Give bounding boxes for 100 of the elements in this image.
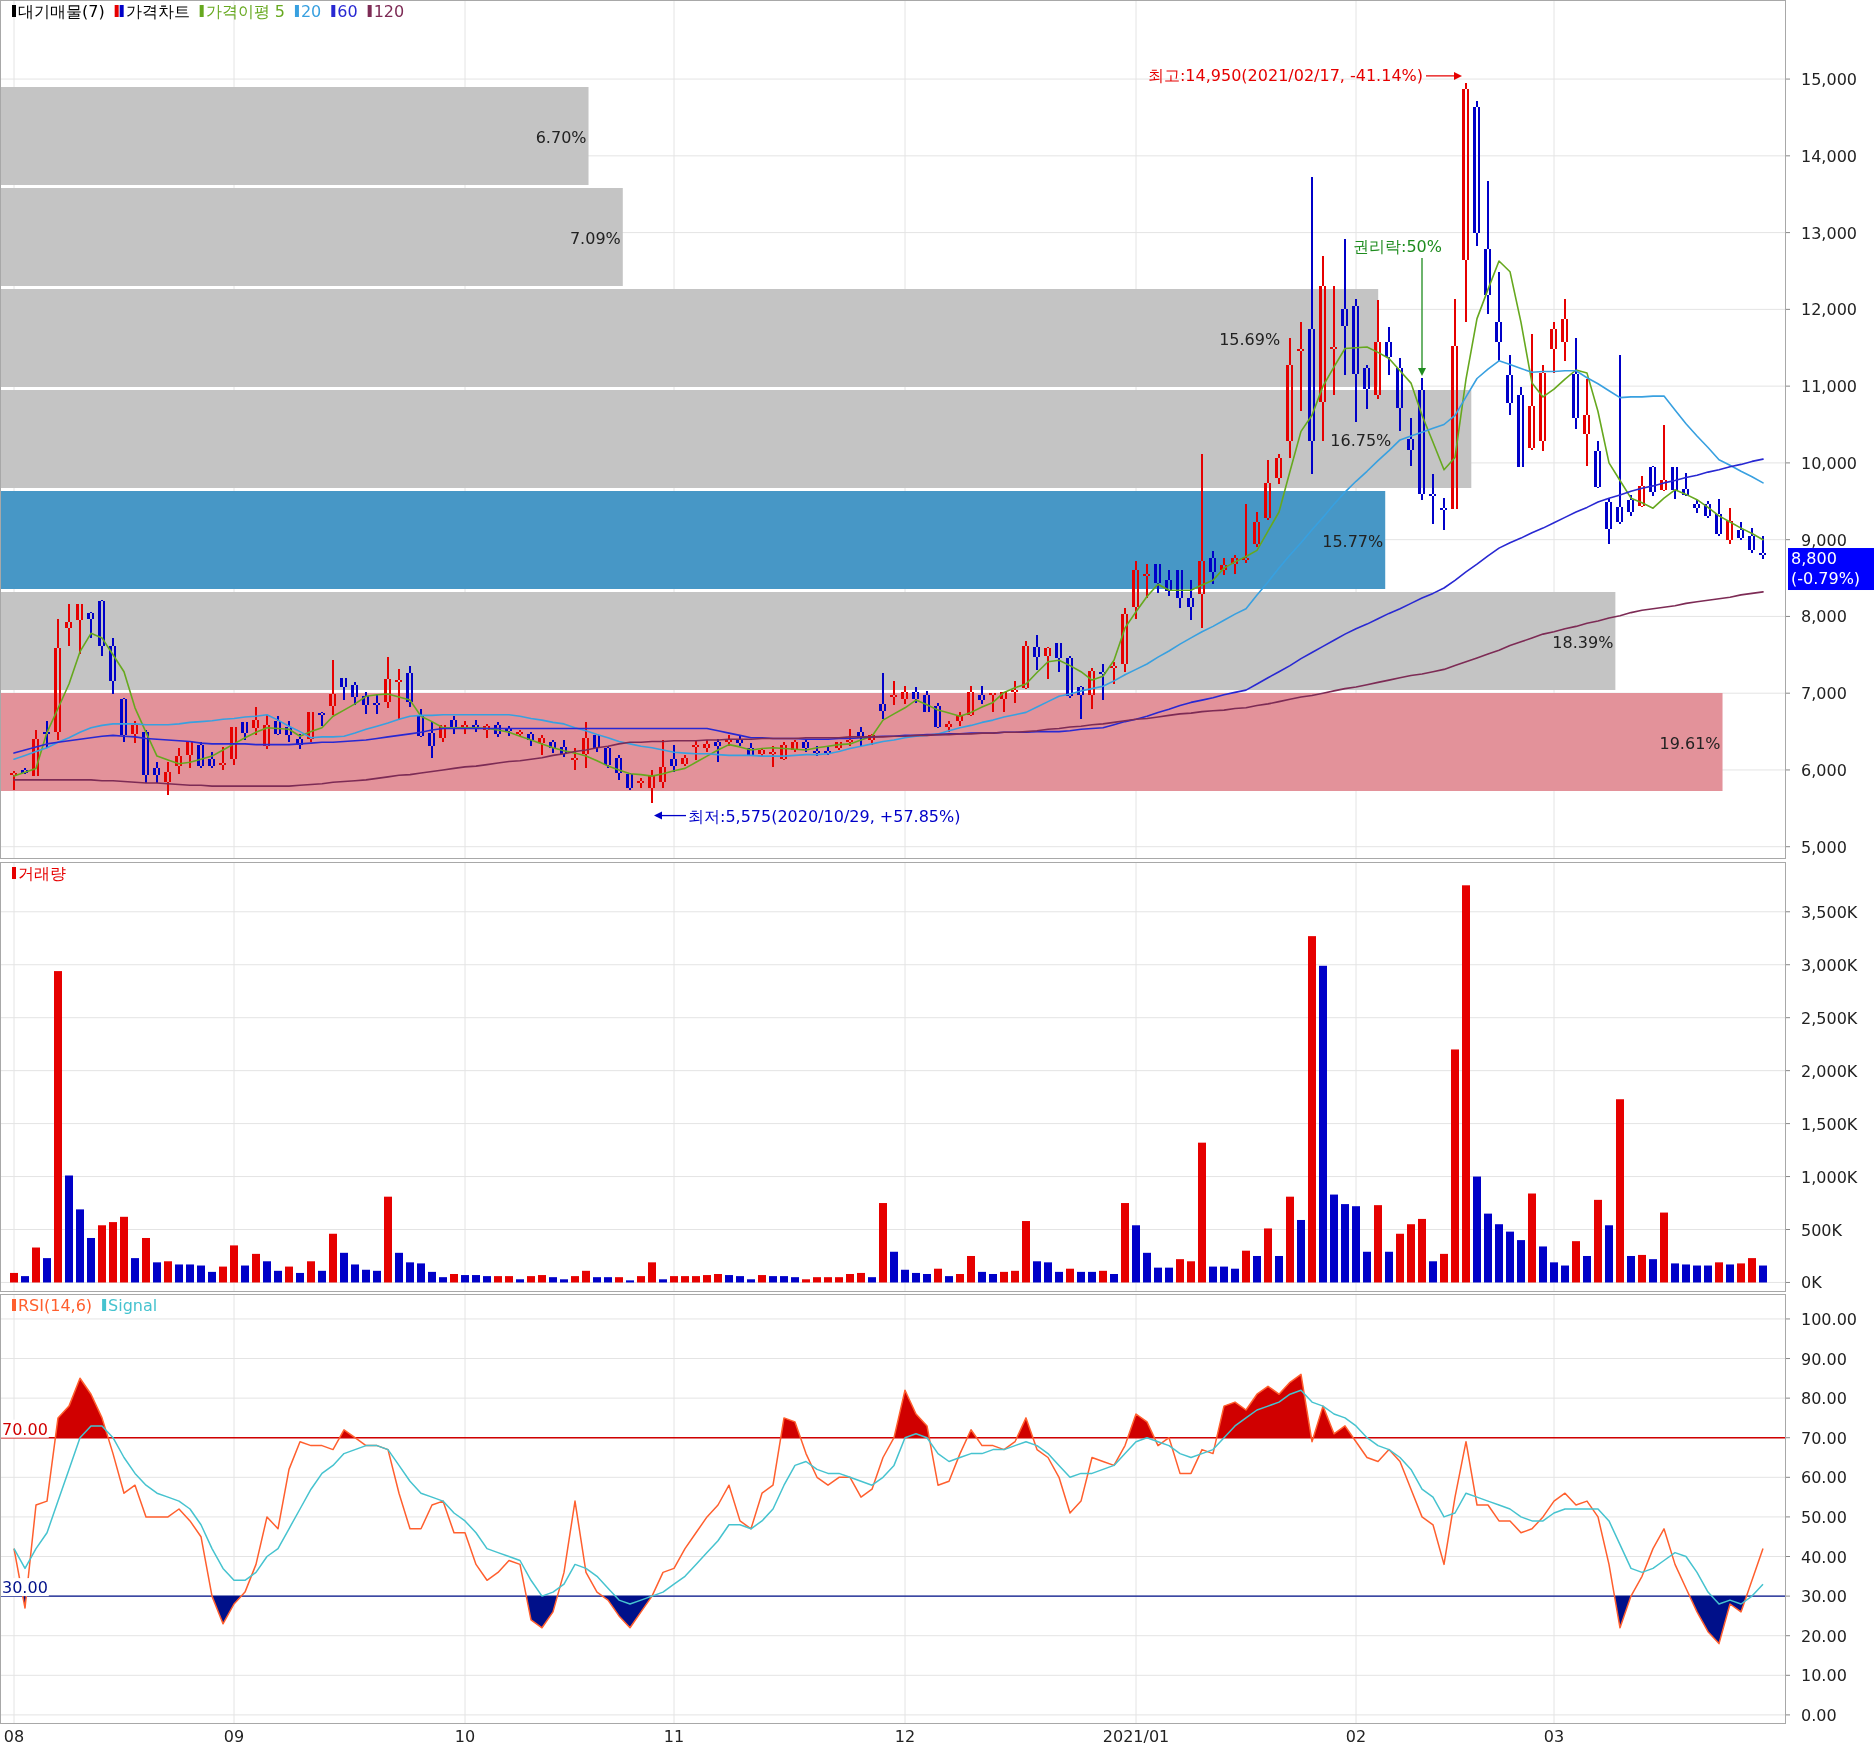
- bar: [1627, 1255, 1635, 1283]
- candlestick: [1506, 355, 1513, 415]
- bar: [1737, 1263, 1745, 1283]
- candlestick: [637, 778, 644, 788]
- candlestick: [384, 657, 391, 708]
- legend: 대기매물(7): [12, 2, 105, 21]
- candlestick: [1484, 181, 1491, 314]
- line-series: [13, 260, 1764, 777]
- bar: [791, 1277, 799, 1283]
- bar: [1704, 1265, 1712, 1283]
- y-tick-label: 9,000: [1801, 530, 1847, 550]
- candlestick: [681, 755, 688, 766]
- bar: [274, 1270, 282, 1283]
- x-tick-label: 11: [663, 1727, 685, 1746]
- candlestick: [1286, 338, 1293, 458]
- candlestick: [648, 770, 655, 803]
- annotation: 최고:14,950(2021/02/17, -41.14%): [1147, 65, 1462, 85]
- bar: [1110, 1274, 1118, 1283]
- x-tick-label: 03: [1543, 1727, 1565, 1746]
- candlestick: [1671, 467, 1678, 499]
- bar: [1143, 1252, 1151, 1283]
- candlestick: [406, 666, 413, 707]
- candlestick: [1748, 528, 1755, 553]
- candlestick: [1627, 495, 1634, 516]
- candlestick: [98, 600, 105, 656]
- bar: [1385, 1251, 1393, 1283]
- candlestick: [1759, 536, 1766, 559]
- candlestick: [978, 686, 985, 704]
- bar: [560, 1279, 568, 1283]
- bar: [1561, 1265, 1569, 1283]
- candlestick: [1319, 256, 1326, 441]
- y-tick-label: 1,000K: [1801, 1167, 1858, 1187]
- candlestick: [923, 691, 930, 712]
- candlestick: [65, 604, 72, 646]
- candlestick: [1275, 454, 1282, 484]
- y-tick-label: 20.00: [1801, 1626, 1847, 1646]
- y-tick-label: 100.00: [1801, 1309, 1857, 1329]
- bar: [318, 1270, 326, 1283]
- bar: [1253, 1255, 1261, 1283]
- x-tick-label: 09: [223, 1727, 245, 1746]
- data-label: 7.09%: [569, 228, 621, 248]
- candlestick: [1693, 500, 1700, 513]
- candlestick: [934, 703, 941, 728]
- bar: [1165, 1267, 1173, 1283]
- candlestick: [241, 722, 248, 740]
- bar: [802, 1279, 810, 1283]
- bar: [142, 1237, 150, 1283]
- bar: [1011, 1270, 1019, 1283]
- candlestick: [1264, 460, 1271, 520]
- bar: [1748, 1258, 1756, 1283]
- bar: [1242, 1250, 1250, 1283]
- bar: [329, 1233, 337, 1283]
- bar: [1154, 1267, 1162, 1283]
- data-label: 15.69%: [1219, 329, 1281, 349]
- candlestick: [1022, 641, 1029, 689]
- bar: [21, 1276, 29, 1283]
- y-tick-label: 10.00: [1801, 1666, 1847, 1686]
- bar: [747, 1279, 755, 1283]
- bar: [1594, 1199, 1602, 1283]
- candlestick: [351, 682, 358, 705]
- candlestick: [1616, 355, 1623, 524]
- bar: [1374, 1205, 1382, 1283]
- y-tick-label: 40.00: [1801, 1547, 1847, 1567]
- candlestick: [318, 712, 325, 726]
- bar: [120, 1216, 128, 1283]
- candlestick: [1352, 299, 1359, 422]
- bar: [0, 693, 1723, 791]
- y-tick-label: 2,000K: [1801, 1061, 1858, 1081]
- y-tick-label: 3,000K: [1801, 955, 1858, 975]
- bar: [1649, 1259, 1657, 1283]
- bar: [1759, 1265, 1767, 1283]
- candlestick: [1528, 334, 1535, 450]
- candlestick: [703, 740, 710, 752]
- bar: [186, 1264, 194, 1283]
- candlestick: [1440, 498, 1447, 530]
- bar: [1033, 1261, 1041, 1283]
- bar: [175, 1264, 183, 1283]
- y-tick-label: 0.00: [1801, 1705, 1837, 1725]
- bar: [384, 1196, 392, 1283]
- candlestick: [219, 747, 226, 770]
- bar: [846, 1274, 854, 1283]
- y-tick-label: 11,000: [1801, 377, 1857, 397]
- y-tick-label: 14,000: [1801, 146, 1857, 166]
- y-tick-label: 7,000: [1801, 684, 1847, 704]
- candlestick: [1550, 322, 1557, 373]
- bar: [725, 1275, 733, 1283]
- bar: [362, 1269, 370, 1283]
- candlestick: [901, 686, 908, 704]
- x-tick-label: 12: [894, 1727, 916, 1746]
- bar: [263, 1261, 271, 1283]
- bar: [615, 1277, 623, 1283]
- candlestick: [1011, 681, 1018, 703]
- bar: [1330, 1194, 1338, 1283]
- bar: [989, 1274, 997, 1283]
- bar: [406, 1262, 414, 1283]
- bar: [87, 1237, 95, 1283]
- annotation: 권리락:50%: [1353, 237, 1442, 376]
- bar: [10, 1272, 18, 1283]
- candlestick: [1418, 378, 1425, 500]
- candlestick: [516, 730, 523, 736]
